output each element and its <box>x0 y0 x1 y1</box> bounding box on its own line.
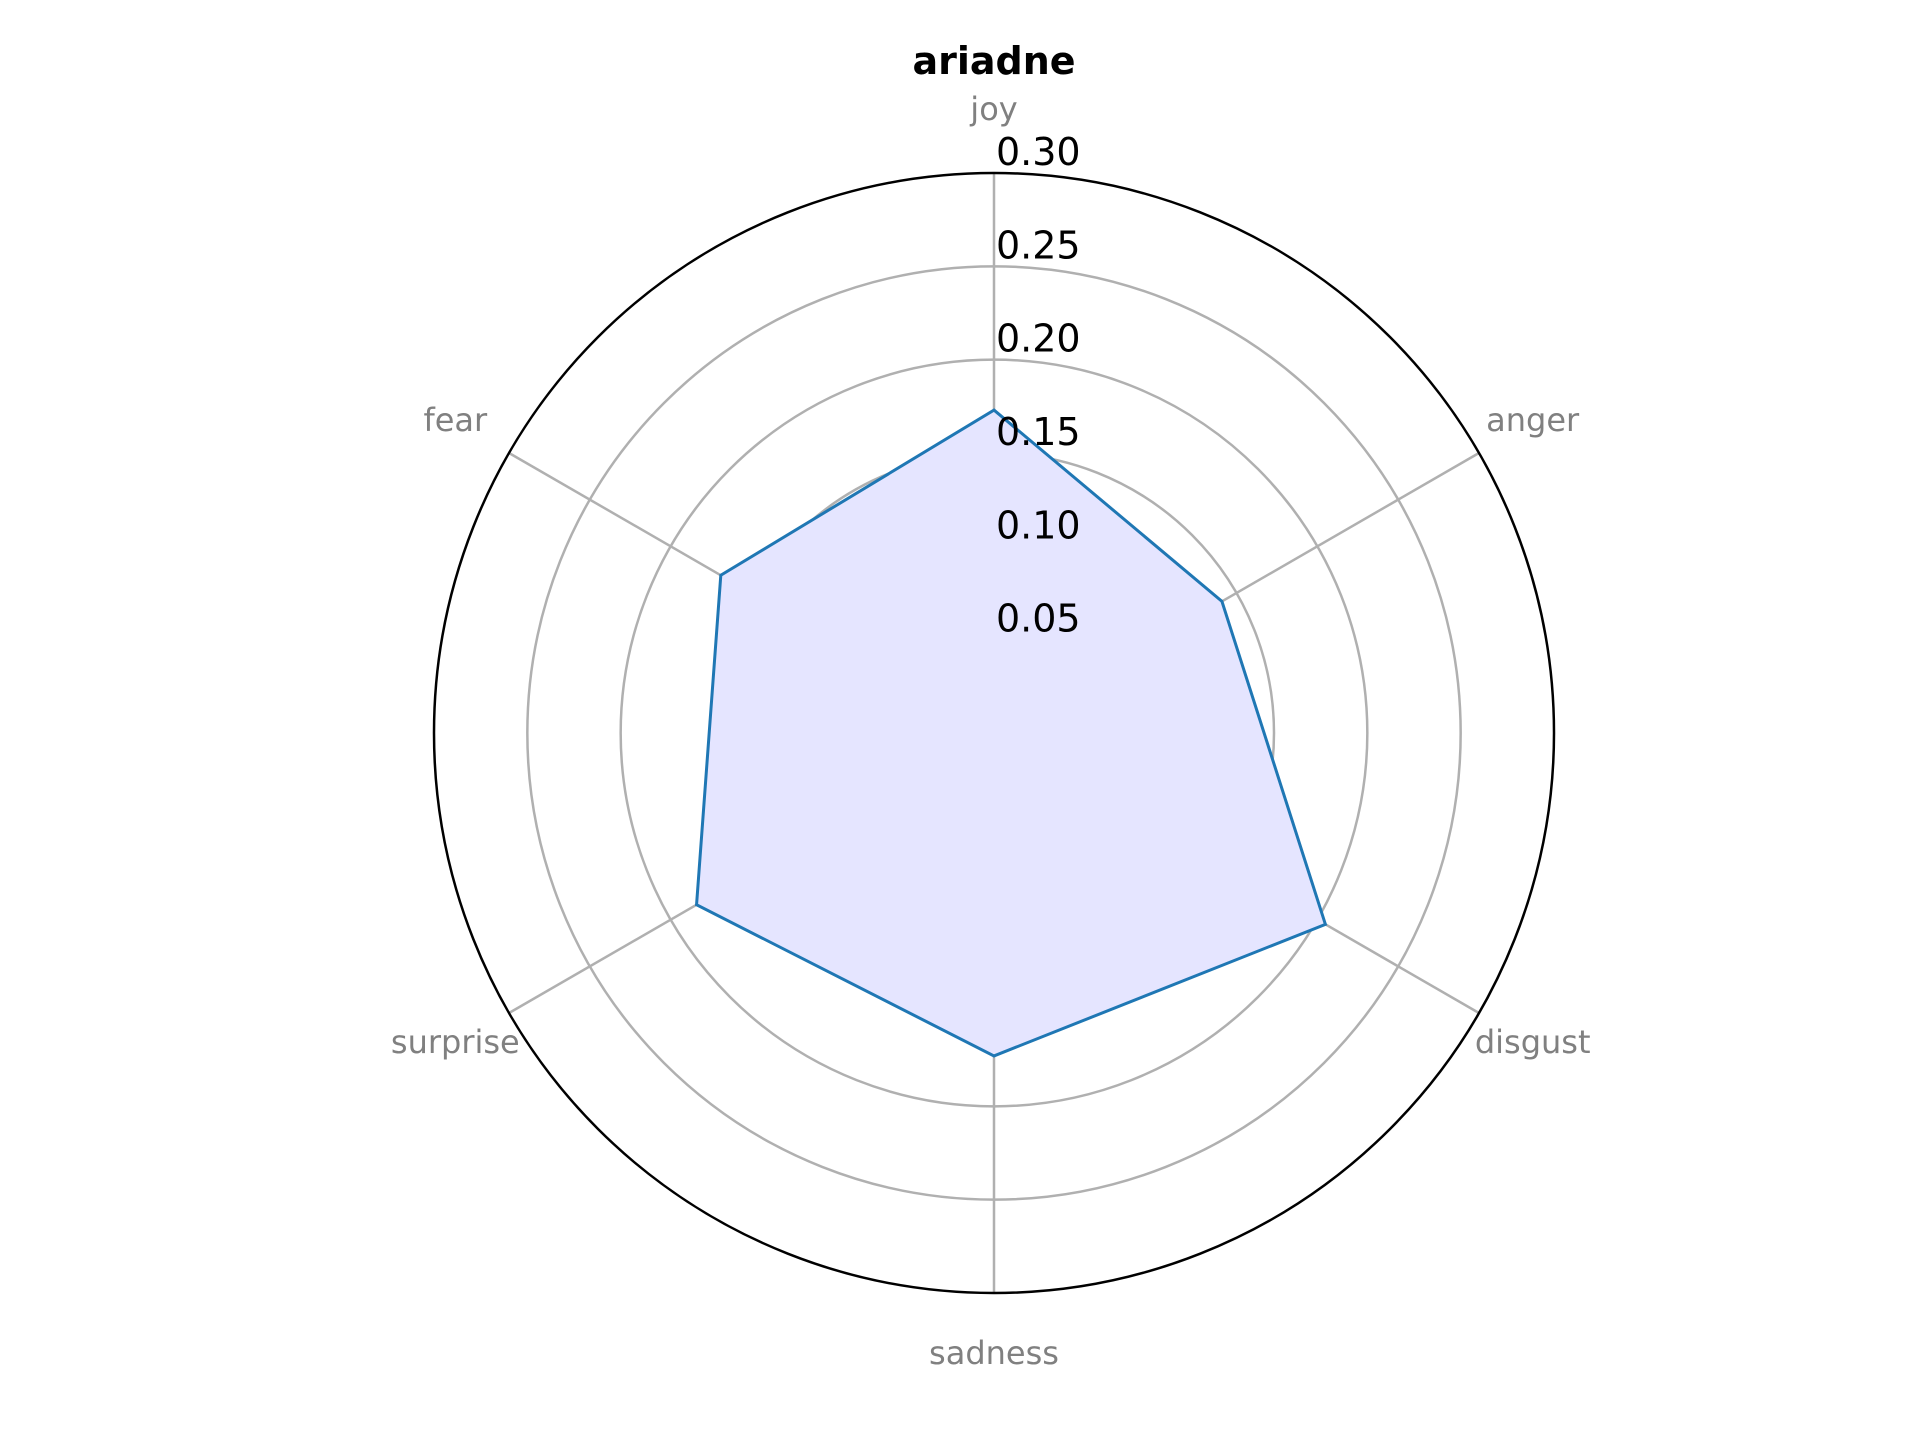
category-label-joy: joy <box>969 90 1017 128</box>
category-label-sadness: sadness <box>929 1334 1059 1372</box>
radial-tick-labels: 0.05 0.10 0.15 0.20 0.25 0.30 <box>996 130 1081 641</box>
r-tick-label-5: 0.25 <box>996 223 1081 267</box>
category-labels: joy anger disgust sadness surprise fear <box>391 90 1591 1372</box>
r-tick-label-1: 0.05 <box>996 597 1081 641</box>
category-label-surprise: surprise <box>391 1023 520 1061</box>
r-tick-label-3: 0.15 <box>996 410 1081 454</box>
r-tick-label-4: 0.20 <box>996 317 1081 361</box>
r-tick-label-6: 0.30 <box>996 130 1081 174</box>
series-area-1 <box>696 410 1326 1056</box>
r-tick-label-2: 0.10 <box>996 503 1081 547</box>
category-label-fear: fear <box>423 401 488 439</box>
category-label-anger: anger <box>1486 401 1580 439</box>
outer-spine <box>432 171 1556 1295</box>
chart-title: ariadne <box>912 39 1075 83</box>
series-line-1 <box>694 408 1328 1058</box>
category-label-disgust: disgust <box>1475 1023 1591 1061</box>
radar-series <box>694 408 1328 1058</box>
radar-spine <box>432 171 1556 1295</box>
